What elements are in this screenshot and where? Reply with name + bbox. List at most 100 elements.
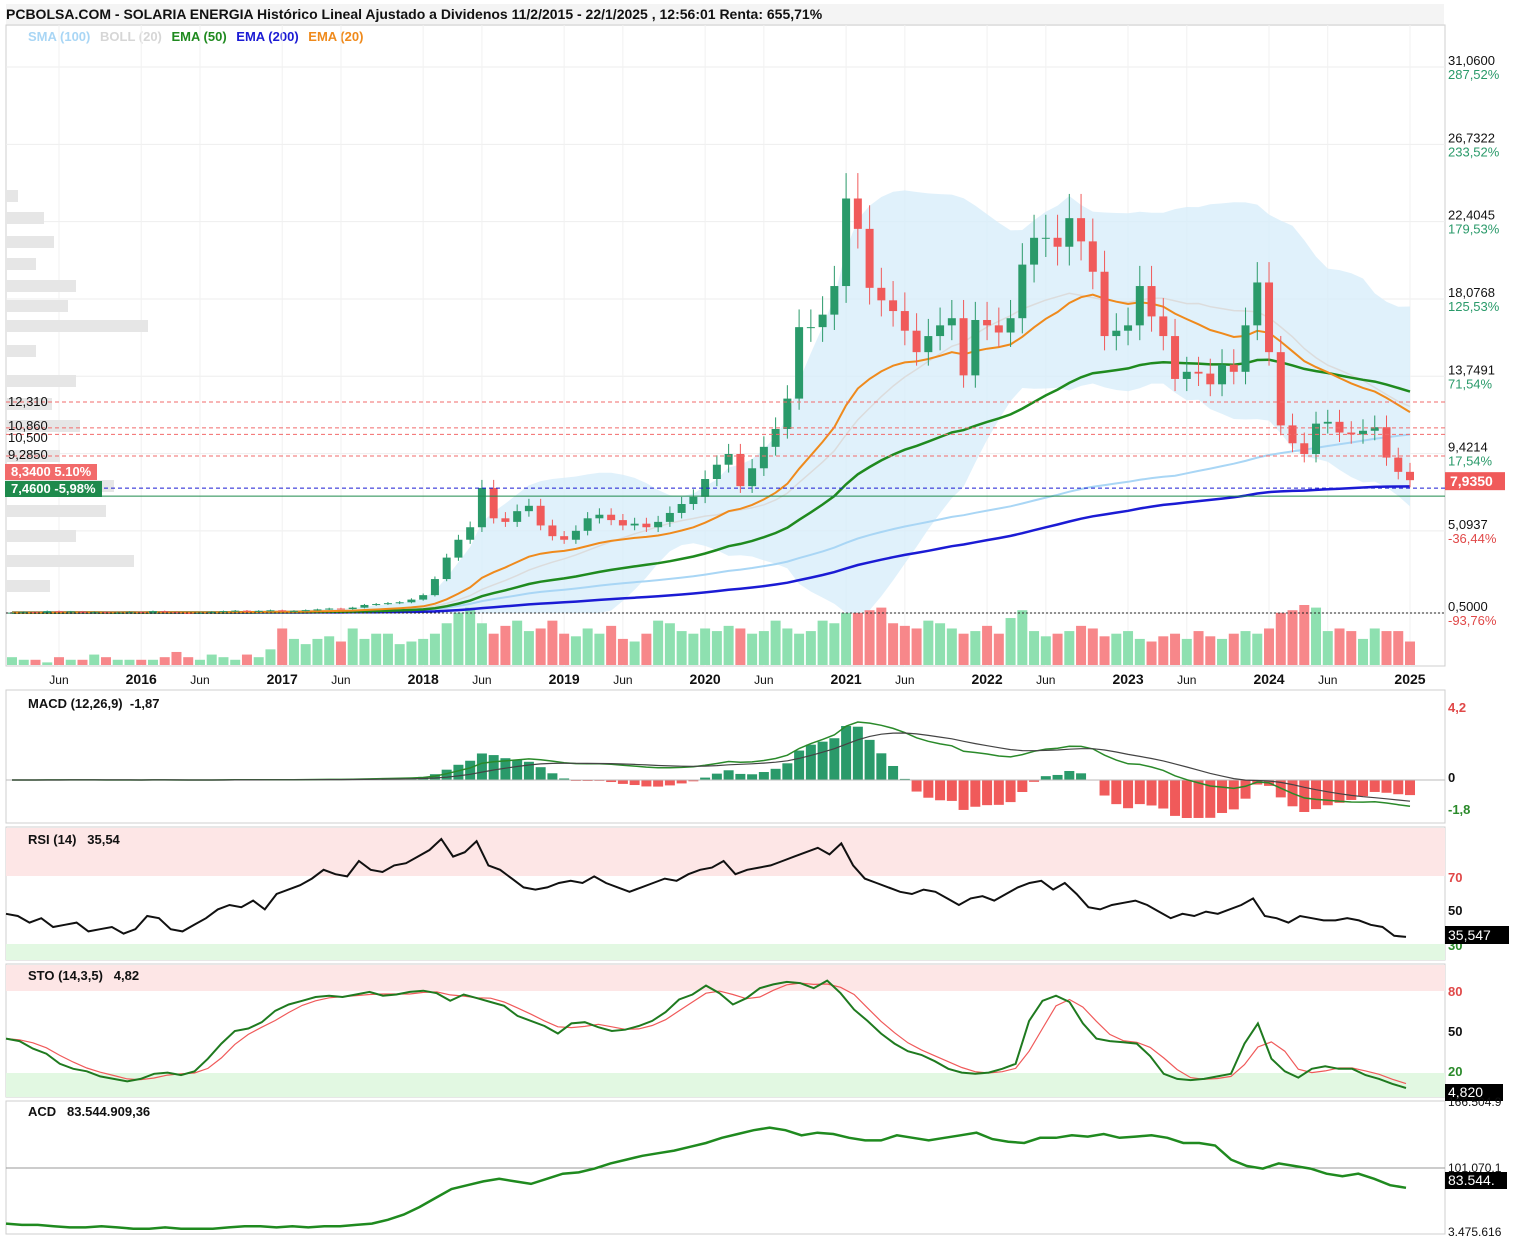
volume-profile-bar-8: [6, 375, 76, 387]
macd-histogram-bar: [1181, 780, 1192, 819]
candle-body: [1323, 421, 1332, 424]
acd-label: ACD 83.544.909,36: [28, 1104, 151, 1119]
volume-bar: [688, 633, 699, 665]
volume-bar: [418, 638, 429, 665]
macd-histogram-bar: [993, 780, 1004, 805]
volume-bar: [335, 641, 346, 665]
candle-body: [1147, 286, 1156, 317]
candle-body: [548, 525, 557, 537]
x-tick-5: 2018: [408, 671, 439, 687]
volume-bar: [1346, 631, 1357, 665]
candle-body: [419, 595, 428, 600]
volume-bar: [829, 623, 840, 665]
y-tick-pct-1: 233,52%: [1448, 144, 1500, 159]
candle-body: [1182, 371, 1191, 379]
x-tick-15: 2023: [1112, 671, 1143, 687]
macd-label: MACD (12,26,9) -1,87: [28, 696, 160, 711]
rsi-last-box: [1445, 926, 1509, 944]
volume-bar: [347, 628, 358, 665]
acd-axis-top: 166.504.9: [1448, 1095, 1502, 1109]
candle-body: [771, 428, 780, 447]
volume-bar: [65, 659, 76, 665]
macd-histogram-bar: [1311, 780, 1322, 810]
volume-profile-bar-1: [6, 212, 44, 224]
candle-body: [936, 325, 945, 337]
macd-histogram-bar: [488, 755, 499, 780]
volume-bar: [876, 607, 887, 665]
macd-histogram-bar: [688, 780, 699, 782]
macd-histogram-bar: [465, 760, 476, 780]
volume-bar: [77, 659, 88, 665]
macd-histogram-bar: [841, 726, 852, 780]
volume-bar: [136, 659, 147, 665]
volume-bar: [1181, 638, 1192, 665]
macd-axis-zero: 0: [1448, 770, 1455, 785]
x-tick-3: 2017: [267, 671, 298, 687]
legend-ema50[interactable]: EMA (50): [171, 29, 227, 44]
candle-body: [289, 610, 298, 612]
volume-bar: [1040, 636, 1051, 665]
candle-body: [184, 613, 193, 614]
candle-body: [712, 464, 721, 480]
volume-profile-bar-10: [6, 420, 80, 432]
x-tick-9: 2020: [690, 671, 721, 687]
volume-bar: [923, 620, 934, 665]
chart-title: PCBOLSA.COM - SOLARIA ENERGIA Histórico …: [6, 6, 823, 22]
volume-bar: [288, 638, 299, 665]
legend-boll20[interactable]: BOLL (20): [100, 29, 162, 44]
volume-bar: [1170, 633, 1181, 665]
macd-histogram-bar: [1146, 780, 1157, 806]
volume-bar: [1217, 638, 1228, 665]
candle-body: [360, 604, 369, 608]
volume-bar: [18, 659, 29, 665]
macd-histogram-bar: [1358, 780, 1369, 797]
volume-bar: [770, 620, 781, 665]
volume-bar: [676, 631, 687, 665]
volume-bar: [406, 641, 417, 665]
candle-body: [983, 319, 992, 326]
acd-axis-bottom: 3.475.616: [1448, 1225, 1502, 1239]
volume-bar: [606, 625, 617, 665]
candle-body: [1335, 421, 1344, 433]
macd-histogram-bar: [770, 768, 781, 780]
ema20-line: [12, 293, 1411, 614]
candle-body: [1135, 286, 1144, 326]
volume-bar: [982, 625, 993, 665]
volume-bar: [758, 631, 769, 665]
candle-body: [1171, 336, 1180, 379]
candle-body: [618, 520, 627, 526]
macd-histogram-bar: [982, 780, 993, 806]
candle-body: [1159, 316, 1168, 337]
macd-histogram-bar: [1405, 780, 1415, 796]
volume-bar: [794, 633, 805, 665]
x-tick-4: Jun: [331, 673, 350, 687]
candle-body: [383, 603, 392, 605]
candle-body: [160, 611, 169, 613]
candle-body: [971, 319, 980, 376]
macd-histogram-bar: [523, 761, 534, 780]
candle-body: [560, 536, 569, 540]
macd-histogram-bar: [547, 773, 558, 780]
acd-last-value: 83.544.: [1448, 1172, 1495, 1188]
candle-body: [219, 611, 228, 613]
legend-ema200[interactable]: EMA (200): [236, 29, 299, 44]
legend-ema20[interactable]: EMA (20): [308, 29, 364, 44]
volume-bar: [700, 628, 711, 665]
volume-bar: [747, 633, 758, 665]
volume-bar: [1111, 633, 1122, 665]
volume-profile-bar-2: [6, 236, 54, 248]
volume-bar: [535, 628, 546, 665]
volume-bar: [183, 657, 194, 665]
volume-bar: [382, 633, 393, 665]
y-tick-price-2: 22,4045: [1448, 208, 1495, 223]
volume-bar: [1228, 633, 1239, 665]
volume-bar: [42, 662, 53, 665]
x-tick-1: 2016: [126, 671, 157, 687]
sto-last-value: 4,820: [1448, 1084, 1483, 1100]
volume-bar: [547, 620, 558, 665]
macd-histogram-bar: [946, 780, 957, 801]
candle-body: [101, 612, 110, 614]
volume-bar: [277, 628, 288, 665]
